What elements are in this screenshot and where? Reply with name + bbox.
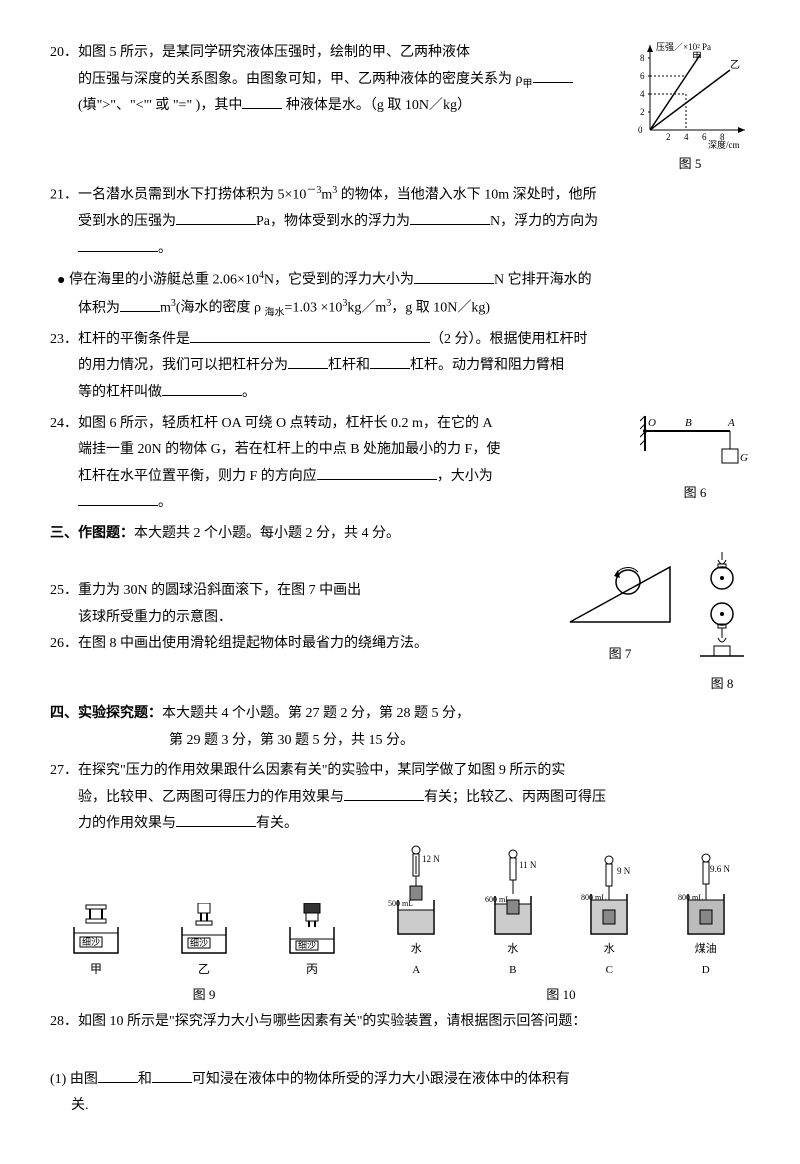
svg-text:2: 2 [640, 107, 645, 117]
svg-text:9.6 N: 9.6 N [710, 864, 731, 874]
blank-q20-1[interactable] [533, 68, 573, 83]
figure-6: O B A G 图 6 [640, 411, 750, 506]
figures-9-10-row: 细沙 甲 细沙 乙 [50, 844, 750, 1007]
blank-q28-1a[interactable] [98, 1068, 138, 1083]
q20-t4: 种液体是水。（g 取 10N／kg） [286, 98, 471, 113]
q21-t2: 受到水的压强为 [50, 214, 176, 229]
figure-9: 细沙 甲 细沙 乙 [50, 903, 358, 1007]
svg-text:G: G [740, 452, 748, 464]
fig9-item-0: 细沙 甲 [66, 903, 126, 981]
blank-q22-2[interactable] [120, 297, 160, 312]
q27-num: 27． [50, 763, 78, 778]
question-24: O B A G 图 6 24．如图 6 所示，轻质杠杆 OA 可绕 O 点转动，… [50, 411, 750, 517]
q20-t2: 的压强与深度的关系图象。由图象可知，甲、乙两种液体的密度关系为 ρ [50, 72, 523, 87]
svg-text:8: 8 [640, 53, 645, 63]
blank-q20-2[interactable] [242, 94, 282, 109]
blank-q21-2[interactable] [410, 210, 490, 225]
figure-7: 图 7 [560, 552, 680, 667]
figure-8: 图 8 [694, 552, 750, 697]
blank-q27-1[interactable] [344, 786, 424, 801]
q23-num: 23． [50, 332, 78, 347]
svg-text:12 N: 12 N [422, 854, 440, 864]
svg-text:500 mL: 500 mL [388, 899, 413, 908]
svg-text:2: 2 [666, 132, 671, 142]
svg-text:压强／×10² Pa: 压强／×10² Pa [656, 42, 711, 52]
svg-text:细沙: 细沙 [190, 937, 208, 948]
incline-diagram [560, 552, 680, 632]
svg-text:甲: 甲 [692, 52, 702, 63]
svg-text:O: O [648, 417, 656, 429]
q24-num: 24． [50, 416, 78, 431]
question-21: 21．一名潜水员需到水下打捞体积为 5×10－3m3 的物体，当他潜入水下 10… [50, 181, 750, 262]
svg-text:6: 6 [702, 132, 707, 142]
figure-5: 压强／×10² Pa 0 2 4 6 8 2 4 6 8 深度/cm 甲 乙 [630, 40, 750, 177]
blank-q22-1[interactable] [414, 269, 494, 284]
question-23: 23．杠杆的平衡条件是（2 分）。根据使用杠杆时 的用力情况，我们可以把杠杆分为… [50, 327, 750, 407]
question-27: 27．在探究"压力的作用效果跟什么因素有关"的实验中，某同学做了如图 9 所示的… [50, 758, 750, 838]
question-28: 28．如图 10 所示是"探究浮力大小与哪些因素有关"的实验装置，请根据图示回答… [50, 1009, 750, 1036]
lever-diagram: O B A G [640, 411, 750, 471]
q26-num: 26． [50, 636, 78, 651]
q20-t1: 如图 5 所示，是某同学研究液体压强时，绘制的甲、乙两种液体 [78, 45, 470, 60]
blank-q23-3[interactable] [370, 354, 410, 369]
question-25-26: 图 8 图 7 25．重力为 30N 的圆球沿斜面滚下，在图 7 中画出 该球所… [50, 552, 750, 697]
question-20: 压强／×10² Pa 0 2 4 6 8 2 4 6 8 深度/cm 甲 乙 [50, 40, 750, 177]
q21-num: 21． [50, 187, 78, 202]
blank-q23-4[interactable] [162, 381, 242, 396]
svg-text:4: 4 [684, 132, 689, 142]
blank-q23-2[interactable] [288, 354, 328, 369]
chart-figure-5: 压强／×10² Pa 0 2 4 6 8 2 4 6 8 深度/cm 甲 乙 [630, 40, 750, 150]
fig9-item-2: 细沙 丙 [282, 903, 342, 981]
fig10-item-C: 9 N 800 mL 水 C [579, 844, 639, 981]
blank-q27-2[interactable] [176, 812, 256, 827]
fig10-item-B: 11 N 600 mL 水 B [483, 844, 543, 981]
svg-text:6: 6 [640, 71, 645, 81]
svg-text:0: 0 [638, 125, 643, 135]
q28-1-num: (1) [50, 1072, 66, 1087]
q28-num: 28． [50, 1014, 78, 1029]
figure-5-caption: 图 5 [630, 152, 750, 177]
fig10-item-D: 9.6 N 800 mL 煤油 D [676, 844, 736, 981]
section-4-head: 四、实验探究题：本大题共 4 个小题。第 27 题 2 分，第 28 题 5 分… [50, 701, 750, 754]
fig10-item-A: 12 N 500 mL 水 A [386, 844, 446, 981]
svg-text:乙: 乙 [730, 59, 740, 71]
q20-t3: (填">"、"<"' 或 "=" )，其中 [50, 98, 242, 113]
svg-text:4: 4 [640, 89, 645, 99]
q20-sub1: 甲 [523, 78, 533, 89]
fig9-item-1: 细沙 乙 [174, 903, 234, 981]
blank-q28-1b[interactable] [152, 1068, 192, 1083]
blank-q24-1[interactable] [317, 465, 437, 480]
section-3-head: 三、作图题：本大题共 2 个小题。每小题 2 分，共 4 分。 [50, 521, 750, 548]
q21-t1: 一名潜水员需到水下打捞体积为 5×10 [78, 187, 306, 202]
svg-text:细沙: 细沙 [298, 939, 316, 950]
svg-text:B: B [685, 417, 692, 429]
blank-q24-2[interactable] [78, 491, 158, 506]
q22-bullet: ● [50, 273, 65, 288]
blank-q21-1[interactable] [176, 210, 256, 225]
svg-text:A: A [727, 417, 735, 429]
q20-num: 20． [50, 45, 78, 60]
blank-q23-1[interactable] [190, 328, 430, 343]
svg-text:11 N: 11 N [519, 860, 537, 870]
question-22: ● 停在海里的小游艇总重 2.06×104N，它受到的浮力大小为N 它排开海水的… [50, 266, 750, 323]
q25-num: 25． [50, 583, 78, 598]
svg-text:细沙: 细沙 [82, 936, 100, 947]
svg-text:600 mL: 600 mL [485, 895, 510, 904]
svg-text:9 N: 9 N [617, 866, 631, 876]
svg-text:深度/cm: 深度/cm [708, 139, 740, 150]
pulley-diagram [694, 552, 750, 662]
figure-10: 12 N 500 mL 水 A 11 N 600 mL [372, 844, 750, 1007]
question-28-1: (1) 由图和可知浸在液体中的物体所受的浮力大小跟浸在液体中的体积有 关. [50, 1067, 750, 1120]
blank-q21-3[interactable] [78, 237, 158, 252]
